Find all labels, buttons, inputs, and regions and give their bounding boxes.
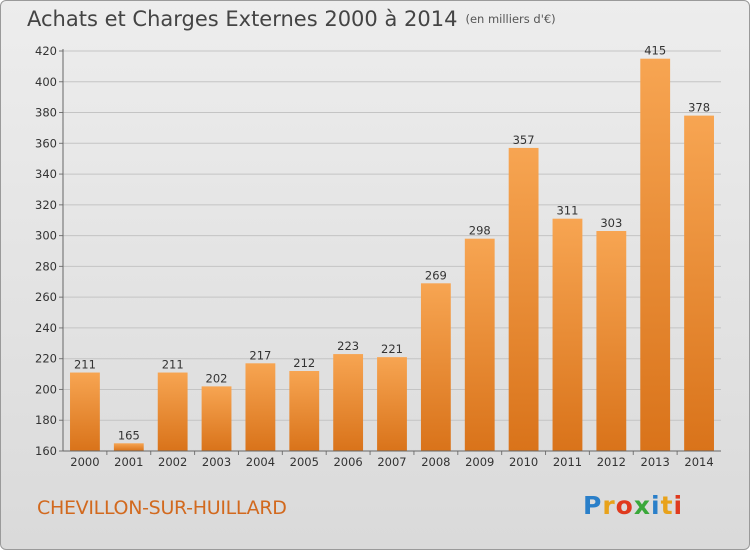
bar-value-label: 212	[293, 356, 315, 370]
logo-letter: x	[633, 491, 651, 520]
x-tick-label: 2008	[421, 455, 450, 469]
proxiti-logo: Proxiti	[583, 491, 683, 520]
bar	[201, 386, 232, 451]
y-tick-label: 200	[35, 382, 57, 396]
bar	[596, 231, 627, 451]
bar	[420, 283, 451, 451]
bar-value-label: 415	[644, 44, 666, 58]
y-tick-label: 400	[35, 75, 57, 89]
bar	[552, 218, 583, 451]
bar-value-label: 223	[337, 339, 359, 353]
y-tick-label: 340	[35, 167, 57, 181]
bar	[289, 371, 320, 451]
bar-value-label: 298	[469, 224, 491, 238]
location-label: CHEVILLON-SUR-HUILLARD	[37, 497, 287, 519]
bar-value-label: 211	[74, 358, 96, 372]
y-tick-label: 260	[35, 290, 57, 304]
bar	[684, 115, 714, 451]
x-axis-ticks: 2000 2001 2002 2003 2004 2005 2006 2007 2008 2009…	[70, 451, 714, 469]
x-tick-label: 2011	[553, 455, 582, 469]
y-tick-label: 420	[35, 44, 57, 58]
x-tick-label: 2013	[641, 455, 670, 469]
logo-letter: P	[583, 491, 603, 520]
x-tick-label: 2000	[70, 455, 99, 469]
bar	[157, 372, 188, 451]
x-tick-label: 2014	[684, 455, 713, 469]
y-tick-label: 380	[35, 106, 57, 120]
y-tick-label: 160	[35, 444, 57, 458]
y-tick-label: 320	[35, 198, 57, 212]
chart-title: Achats et Charges Externes 2000 à 2014 (e…	[27, 7, 556, 31]
y-tick-label: 360	[35, 136, 57, 150]
bar-value-label: 217	[249, 348, 271, 362]
bar-value-label: 269	[425, 268, 447, 282]
y-tick-label: 220	[35, 352, 57, 366]
x-tick-label: 2003	[202, 455, 231, 469]
bar-value-label: 165	[118, 428, 140, 442]
data-labels: 211 165 211 202 217 212 223 221 269 298 357 311 303 4…	[74, 44, 710, 443]
y-tick-label: 280	[35, 259, 57, 273]
bar-value-label: 202	[206, 371, 228, 385]
x-tick-label: 2010	[509, 455, 538, 469]
logo-letter: t	[660, 491, 674, 520]
bar-value-label: 221	[381, 342, 403, 356]
logo-letter: i	[673, 491, 684, 520]
bars	[70, 58, 714, 451]
x-tick-label: 2005	[290, 455, 319, 469]
bar-value-label: 311	[556, 204, 578, 218]
bar	[70, 372, 100, 451]
logo-letter: o	[615, 491, 634, 520]
bar	[508, 147, 539, 451]
bar	[245, 363, 276, 451]
bar-value-label: 303	[600, 216, 622, 230]
bar	[113, 443, 144, 451]
x-tick-label: 2004	[246, 455, 275, 469]
y-tick-label: 180	[35, 413, 57, 427]
logo-letter: r	[602, 491, 616, 520]
bar	[333, 354, 364, 451]
bar-value-label: 378	[688, 101, 710, 115]
bar-value-label: 357	[513, 133, 535, 147]
x-tick-label: 2001	[114, 455, 143, 469]
x-tick-label: 2002	[158, 455, 187, 469]
y-tick-label: 300	[35, 229, 57, 243]
bar	[640, 58, 671, 451]
logo-letter: i	[651, 491, 661, 520]
y-axis-ticks: 160 180 200 220 240 260 280 300 320 340 360 380 400 4…	[35, 44, 63, 458]
x-tick-label: 2009	[465, 455, 494, 469]
bar	[464, 238, 495, 451]
bar	[377, 357, 407, 451]
x-tick-label: 2006	[333, 455, 362, 469]
chart-subtitle: (en milliers d'€)	[465, 12, 556, 26]
y-tick-label: 240	[35, 321, 57, 335]
bar-value-label: 211	[162, 358, 184, 372]
x-tick-label: 2012	[597, 455, 626, 469]
x-tick-label: 2007	[377, 455, 406, 469]
chart-title-text: Achats et Charges Externes 2000 à 2014	[27, 7, 458, 31]
